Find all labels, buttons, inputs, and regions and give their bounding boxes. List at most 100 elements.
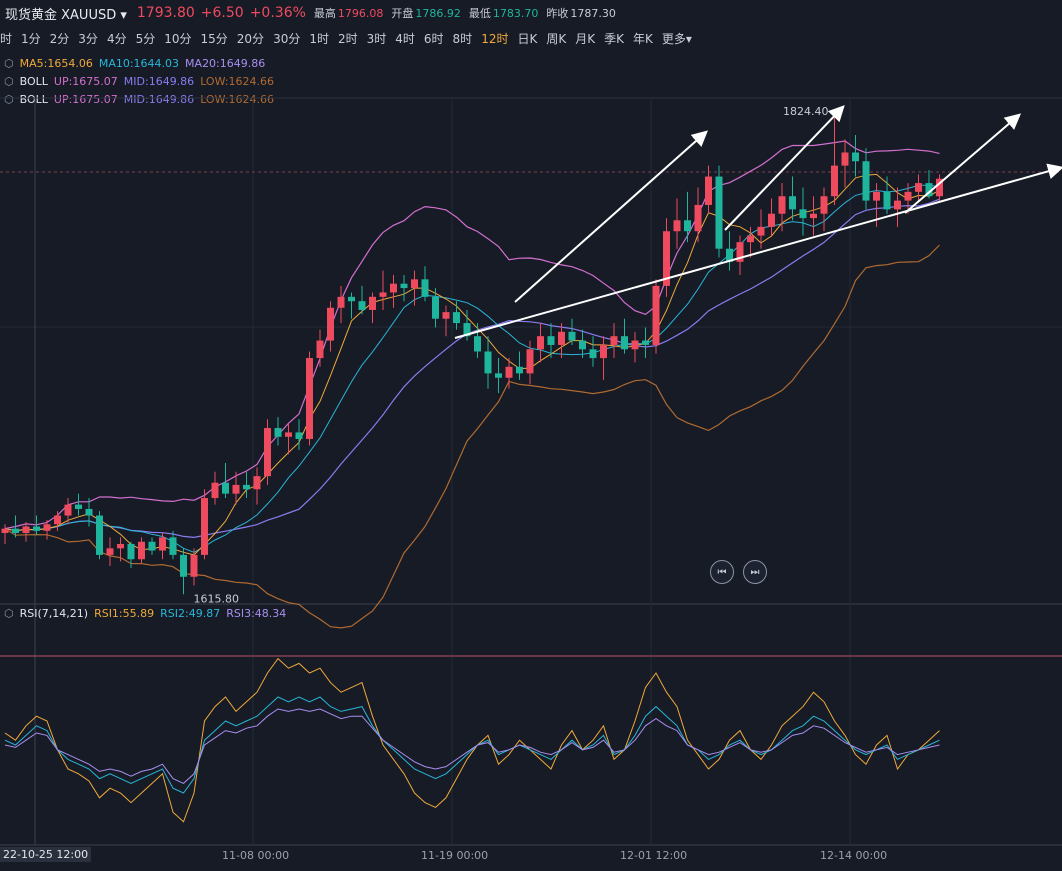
timeframe-季K[interactable]: 季K [604, 31, 624, 46]
timeframe-2分[interactable]: 2分 [49, 31, 70, 46]
candle-body [75, 504, 82, 509]
timeframe-30分[interactable]: 30分 [273, 31, 301, 46]
timeframe-3时[interactable]: 3时 [366, 31, 387, 46]
skip-forward-icon: ⏭ [750, 566, 760, 578]
candle-body [810, 213, 817, 219]
rsi-legend: ⬡ RSI(7,14,21) RSI1:55.89 RSI2:49.87 RSI… [4, 607, 292, 620]
candle-body [852, 152, 859, 162]
candle-body [747, 235, 754, 243]
candle-body [432, 296, 439, 319]
candle-body [358, 301, 366, 310]
header-bar: 现货黄金 XAUUSD ▾ 1793.80 +6.50 +0.36% 最高 17… [0, 0, 1062, 26]
candle-body [117, 543, 124, 549]
prev-close-label: 昨收 [546, 7, 569, 20]
candle-body [799, 209, 807, 219]
candle-body [54, 515, 61, 525]
candle-body [904, 191, 912, 201]
settings-hex-icon[interactable]: ⬡ [4, 607, 14, 620]
timeframe-3分[interactable]: 3分 [78, 31, 98, 46]
candle-body [883, 191, 891, 210]
timeframe-10分[interactable]: 10分 [164, 31, 192, 46]
timeframe-日K[interactable]: 日K [517, 31, 538, 46]
candle-body [495, 373, 502, 378]
rsi3-value: RSI3:48.34 [226, 607, 287, 620]
boll-legend-2: ⬡ BOLL UP:1675.07 MID:1649.86 LOW:1624.6… [4, 93, 280, 106]
settings-hex-icon[interactable]: ⬡ [4, 57, 14, 70]
settings-hex-icon[interactable]: ⬡ [4, 75, 14, 88]
candle-body [169, 537, 177, 555]
boll-mid-value: MID:1649.86 [123, 75, 195, 88]
candle-body [862, 161, 870, 201]
timeframe-月K[interactable]: 月K [575, 31, 596, 46]
candle-body [337, 296, 345, 308]
trend-arrow [904, 113, 1022, 214]
jump-end-button[interactable]: ⏭ [743, 560, 767, 584]
candle-body [715, 176, 723, 249]
boll-low-value: LOW:1624.66 [200, 93, 275, 106]
candle-body [642, 340, 649, 345]
candle-body [547, 336, 555, 345]
candle-body [127, 543, 135, 560]
candle-body [1, 528, 9, 534]
candle-body [316, 340, 324, 359]
candle-body [285, 432, 292, 437]
low-value: 1783.70 [492, 6, 539, 20]
candle-body [274, 428, 282, 437]
high-value: 1796.08 [337, 6, 384, 20]
timeframe-8时[interactable]: 8时 [452, 31, 473, 46]
candle-body [600, 344, 607, 359]
symbol-selector[interactable]: 现货黄金 XAUUSD ▾ [5, 7, 127, 23]
candle-body [621, 336, 628, 350]
candle-body [873, 191, 880, 201]
timeframe-1分[interactable]: 1分 [21, 31, 41, 46]
candle-body [652, 285, 660, 345]
timeframe-2时[interactable]: 2时 [337, 31, 358, 46]
timeframe-15分[interactable]: 15分 [200, 31, 228, 46]
boll-mid-value: MID:1649.86 [123, 93, 195, 106]
timeframe-4分[interactable]: 4分 [106, 31, 127, 46]
candle-body [463, 323, 471, 337]
timeframe-更多▾[interactable]: 更多▾ [661, 31, 692, 46]
boll-up-value: UP:1675.07 [53, 75, 118, 88]
timeframe-1时[interactable]: 1时 [309, 31, 329, 46]
timeframe-周K[interactable]: 周K [546, 31, 567, 46]
high-label: 最高 [313, 7, 336, 20]
rsi-line-1 [4, 657, 940, 823]
candle-body [106, 548, 114, 555]
prev-close-value: 1787.30 [570, 6, 616, 20]
candle-body [537, 336, 544, 350]
open-value: 1786.92 [415, 6, 461, 20]
candle-body [243, 484, 250, 490]
candle-body [736, 242, 744, 262]
boll-name: BOLL [19, 75, 48, 88]
settings-hex-icon[interactable]: ⬡ [4, 93, 14, 106]
timeframe-时[interactable]: 时 [0, 31, 13, 46]
ma-legend: ⬡ MA5:1654.06 MA10:1644.03 MA20:1649.86 [4, 57, 271, 70]
candle-body [705, 176, 712, 205]
high-annotation: 1824.40 [783, 105, 829, 118]
timeframe-12时[interactable]: 12时 [481, 31, 509, 46]
candle-body [369, 296, 376, 310]
timeframe-20分[interactable]: 20分 [236, 31, 265, 46]
ma5-value: MA5:1654.06 [19, 57, 93, 70]
timeframe-6时[interactable]: 6时 [423, 31, 444, 46]
timeframe-5分[interactable]: 5分 [135, 31, 156, 46]
candle-body [589, 349, 597, 359]
timeframe-年K[interactable]: 年K [632, 31, 653, 46]
candle-body [22, 526, 30, 534]
candle-body [726, 248, 733, 262]
price-change-percent: +0.36% [249, 5, 306, 21]
candle-body [411, 279, 418, 289]
jump-start-button[interactable]: ⏮ [710, 560, 734, 584]
candle-body [663, 231, 670, 286]
x-axis-label-first: 22-10-25 12:00 [0, 847, 92, 862]
candle-body [211, 482, 219, 499]
x-axis-label: 11-08 00:00 [222, 849, 290, 862]
candle-body [505, 366, 513, 378]
timeframe-4时[interactable]: 4时 [395, 31, 415, 46]
candle-body [306, 358, 313, 439]
skip-back-icon: ⏮ [717, 566, 727, 578]
candle-body [400, 283, 408, 289]
boll-low-value: LOW:1624.66 [200, 75, 275, 88]
